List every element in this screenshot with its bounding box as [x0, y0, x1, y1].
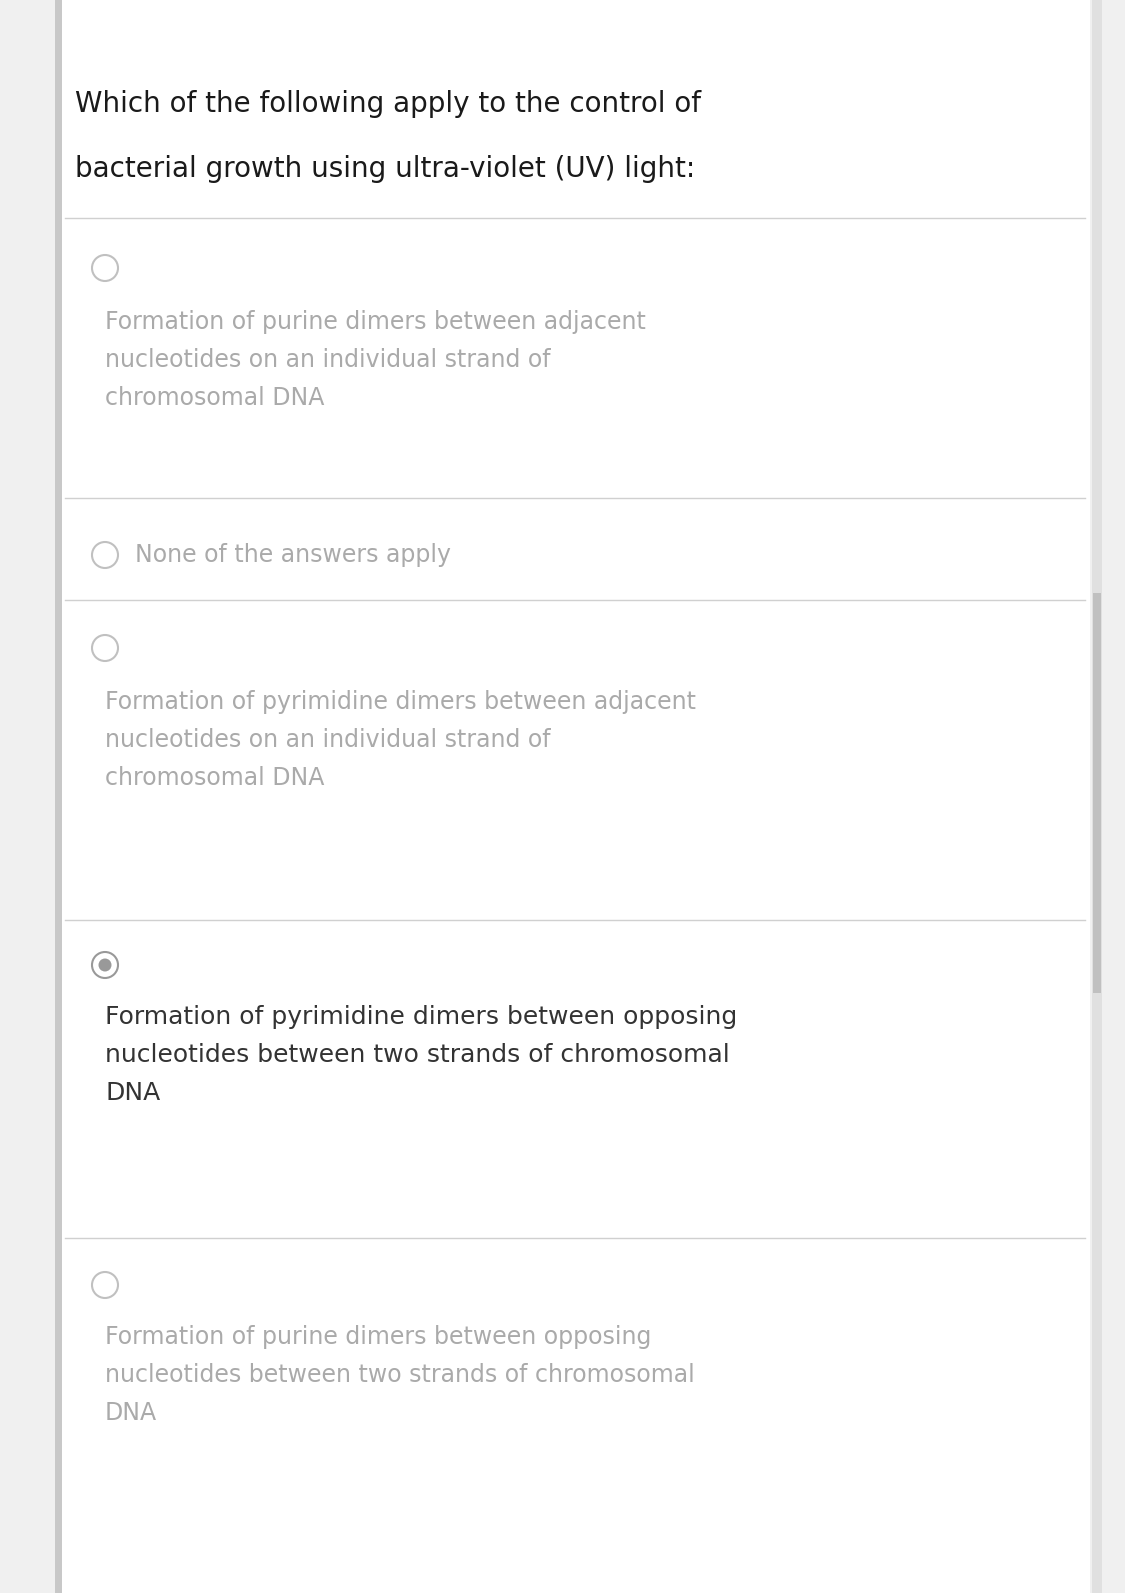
Text: Formation of purine dimers between adjacent: Formation of purine dimers between adjac… [105, 311, 646, 335]
Text: nucleotides on an individual strand of: nucleotides on an individual strand of [105, 347, 550, 373]
Bar [1092, 0, 1102, 1593]
Bar [55, 0, 62, 1593]
Text: Formation of pyrimidine dimers between opposing: Formation of pyrimidine dimers between o… [105, 1005, 737, 1029]
Text: chromosomal DNA: chromosomal DNA [105, 386, 324, 409]
Text: Formation of purine dimers between opposing: Formation of purine dimers between oppos… [105, 1325, 651, 1349]
Text: None of the answers apply: None of the answers apply [135, 543, 451, 567]
Text: nucleotides between two strands of chromosomal: nucleotides between two strands of chrom… [105, 1364, 695, 1388]
Bar [1094, 593, 1101, 992]
Text: nucleotides on an individual strand of: nucleotides on an individual strand of [105, 728, 550, 752]
Text: bacterial growth using ultra-violet (UV) light:: bacterial growth using ultra-violet (UV)… [75, 155, 695, 183]
Text: chromosomal DNA: chromosomal DNA [105, 766, 324, 790]
Text: DNA: DNA [105, 1082, 160, 1106]
Text: DNA: DNA [105, 1400, 158, 1426]
Text: Which of the following apply to the control of: Which of the following apply to the cont… [75, 89, 701, 118]
Text: Formation of pyrimidine dimers between adjacent: Formation of pyrimidine dimers between a… [105, 690, 696, 714]
Text: nucleotides between two strands of chromosomal: nucleotides between two strands of chrom… [105, 1043, 730, 1067]
Circle shape [99, 959, 111, 972]
